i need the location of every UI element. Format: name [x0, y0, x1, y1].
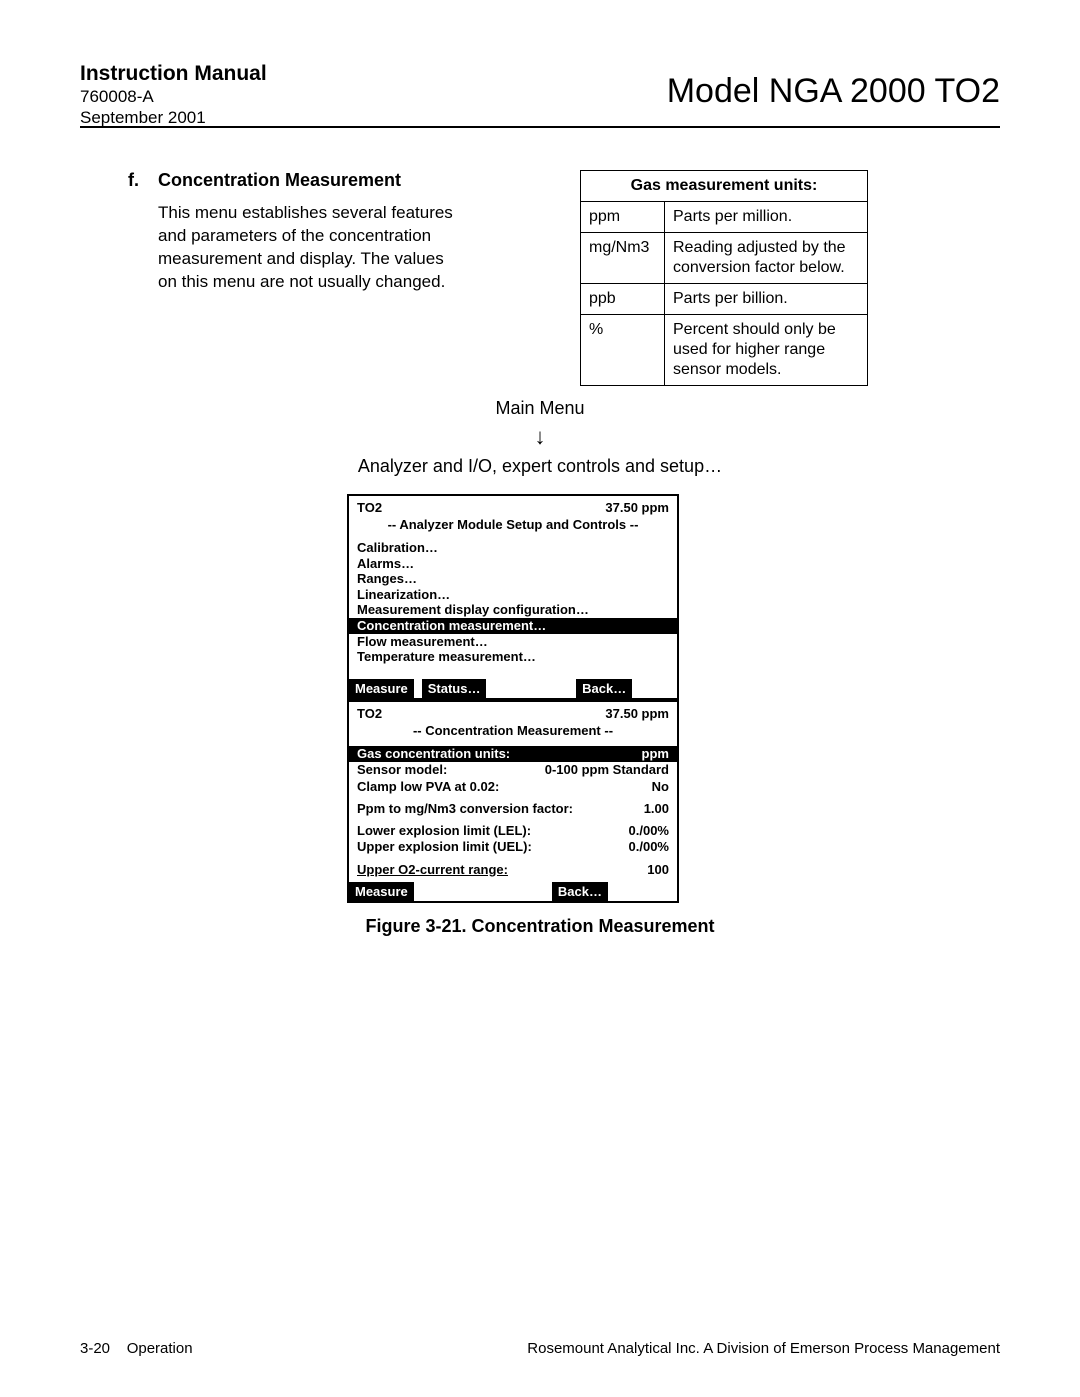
row-label: Ppm to mg/Nm3 conversion factor: — [357, 801, 573, 817]
menu-item-temperature[interactable]: Temperature measurement… — [349, 649, 677, 665]
back-button[interactable]: Back… — [576, 679, 632, 698]
menu-item-alarms[interactable]: Alarms… — [349, 556, 677, 572]
row-upper-o2-range[interactable]: Upper O2-current range: 100 — [349, 862, 677, 878]
row-label: Lower explosion limit (LEL): — [357, 823, 531, 839]
row-conversion-factor[interactable]: Ppm to mg/Nm3 conversion factor: 1.00 — [349, 801, 677, 817]
analyzer-setup-screen: TO2 37.50 ppm -- Analyzer Module Setup a… — [347, 494, 679, 700]
section-name: Operation — [127, 1340, 193, 1357]
screen-softkeys: Measure Status… Back… — [349, 679, 677, 698]
unit-desc: Parts per billion. — [665, 284, 868, 315]
nav-breadcrumb: Analyzer and I/O, expert controls and se… — [0, 456, 1080, 477]
row-gas-units-selected[interactable]: Gas concentration units: ppm — [349, 746, 677, 762]
concentration-screen: TO2 37.50 ppm -- Concentration Measureme… — [347, 700, 679, 903]
footer-right: Rosemount Analytical Inc. A Division of … — [527, 1340, 1000, 1357]
screen-softkeys: Measure Back… — [349, 882, 677, 901]
table-row: ppb Parts per billion. — [581, 284, 868, 315]
section-letter: f. — [128, 170, 139, 191]
unit-key: % — [581, 315, 665, 386]
menu-item-calibration[interactable]: Calibration… — [349, 540, 677, 556]
page: Instruction Manual 760008-A September 20… — [0, 0, 1080, 1397]
header-rule — [80, 126, 1000, 128]
menu-item-linearization[interactable]: Linearization… — [349, 587, 677, 603]
nav-main-menu: Main Menu — [0, 398, 1080, 419]
screen-reading: 37.50 ppm — [605, 500, 669, 515]
row-value: No — [652, 779, 669, 795]
unit-key: ppb — [581, 284, 665, 315]
row-label: Sensor model: — [357, 762, 447, 778]
model-title: Model NGA 2000 TO2 — [667, 72, 1000, 111]
section-body: This menu establishes several features a… — [158, 202, 458, 294]
screen-header: TO2 37.50 ppm — [349, 702, 677, 721]
row-label: Upper O2-current range: — [357, 862, 508, 878]
back-button[interactable]: Back… — [552, 882, 608, 901]
doc-number: 760008-A — [80, 86, 267, 107]
screen-reading: 37.50 ppm — [605, 706, 669, 721]
figure-caption: Figure 3-21. Concentration Measurement — [0, 916, 1080, 937]
menu-item-flow[interactable]: Flow measurement… — [349, 634, 677, 650]
row-value: 1.00 — [644, 801, 669, 817]
table-row: mg/Nm3 Reading adjusted by the conversio… — [581, 233, 868, 284]
screen-title: -- Concentration Measurement -- — [349, 721, 677, 746]
row-label: Upper explosion limit (UEL): — [357, 839, 532, 855]
menu-item-measurement-display[interactable]: Measurement display configuration… — [349, 602, 677, 618]
status-button[interactable]: Status… — [422, 679, 487, 698]
screen-header: TO2 37.50 ppm — [349, 496, 677, 515]
row-value: 100 — [647, 862, 669, 878]
row-value: 0./00% — [629, 839, 669, 855]
page-number: 3-20 — [80, 1340, 110, 1357]
row-value: 0./00% — [629, 823, 669, 839]
menu-item-concentration-selected[interactable]: Concentration measurement… — [349, 618, 677, 634]
unit-desc: Reading adjusted by the conversion facto… — [665, 233, 868, 284]
measure-button[interactable]: Measure — [349, 882, 414, 901]
down-arrow-icon: ↓ — [0, 424, 1080, 450]
row-lel[interactable]: Lower explosion limit (LEL): 0./00% — [349, 823, 677, 839]
screen-tag: TO2 — [357, 706, 382, 721]
screen-title: -- Analyzer Module Setup and Controls -- — [349, 515, 677, 540]
unit-key: ppm — [581, 202, 665, 233]
unit-desc: Percent should only be used for higher r… — [665, 315, 868, 386]
footer-left: 3-20 Operation — [80, 1340, 193, 1357]
row-sensor-model[interactable]: Sensor model: 0-100 ppm Standard — [349, 762, 677, 778]
row-label: Clamp low PVA at 0.02: — [357, 779, 499, 795]
row-value: 0-100 ppm Standard — [545, 762, 669, 778]
table-row: ppm Parts per million. — [581, 202, 868, 233]
manual-title: Instruction Manual — [80, 62, 267, 86]
units-table-title: Gas measurement units: — [581, 171, 868, 202]
header-left: Instruction Manual 760008-A September 20… — [80, 62, 267, 129]
screen-tag: TO2 — [357, 500, 382, 515]
unit-desc: Parts per million. — [665, 202, 868, 233]
row-value: ppm — [642, 746, 669, 762]
unit-key: mg/Nm3 — [581, 233, 665, 284]
row-clamp-low-pva[interactable]: Clamp low PVA at 0.02: No — [349, 779, 677, 795]
gas-units-table: Gas measurement units: ppm Parts per mil… — [580, 170, 868, 386]
row-uel[interactable]: Upper explosion limit (UEL): 0./00% — [349, 839, 677, 855]
measure-button[interactable]: Measure — [349, 679, 414, 698]
row-label: Gas concentration units: — [357, 746, 510, 762]
section-title: Concentration Measurement — [158, 170, 401, 191]
table-row: % Percent should only be used for higher… — [581, 315, 868, 386]
menu-item-ranges[interactable]: Ranges… — [349, 571, 677, 587]
